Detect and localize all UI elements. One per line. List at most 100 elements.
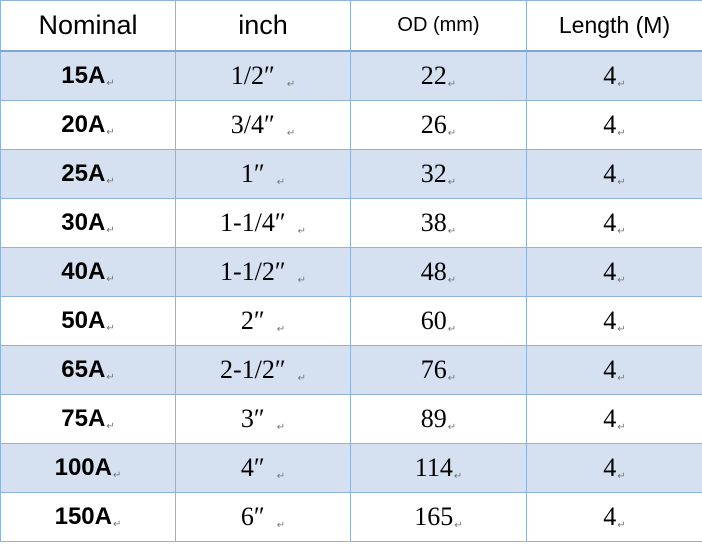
cell-od: 32↵ [350, 149, 527, 199]
cell-inch: 3″ ↵ [175, 394, 351, 444]
header-row: Nominal inch OD (mm) Length (M) [0, 0, 702, 52]
paragraph-mark-icon: ↵ [276, 324, 286, 335]
cell-od-text: 89 [420, 404, 447, 433]
cell-od-text: 165 [414, 502, 454, 531]
cell-inch-text: 6″ [240, 502, 265, 531]
paragraph-mark-icon: ↵ [276, 422, 286, 433]
paragraph-mark-icon: ↵ [453, 471, 463, 482]
header-od: OD (mm) [350, 0, 527, 52]
cell-length-text: 4 [603, 404, 617, 433]
paragraph-mark-icon: ↵ [617, 422, 626, 433]
paragraph-mark-icon: ↵ [447, 226, 457, 237]
table-row: 15A↵ 1/2″ ↵ 22↵ 4↵ [0, 50, 702, 101]
cell-od: 165↵ [350, 492, 527, 542]
cell-inch: 2″ ↵ [175, 296, 351, 346]
cell-nominal: 30A↵ [0, 198, 176, 248]
paragraph-mark-icon: ↵ [447, 79, 457, 90]
cell-nominal: 50A↵ [0, 296, 176, 346]
table-row: 150A↵ 6″ ↵ 165↵ 4↵ [0, 492, 702, 542]
table-row: 100A↵ 4″ ↵ 114↵ 4↵ [0, 443, 702, 493]
paragraph-mark-icon: ↵ [617, 79, 626, 90]
paragraph-mark-icon: ↵ [617, 520, 626, 531]
cell-od-text: 38 [420, 208, 447, 237]
cell-nominal: 20A↵ [0, 100, 176, 150]
paragraph-mark-icon: ↵ [106, 127, 115, 138]
cell-nominal-text: 75A [61, 405, 106, 432]
cell-od: 76↵ [350, 345, 527, 395]
cell-inch-text: 3″ [240, 404, 265, 433]
header-length: Length (M) [526, 0, 702, 52]
cell-od-text: 22 [420, 61, 447, 90]
cell-length: 4↵ [526, 492, 702, 542]
header-nominal: Nominal [0, 0, 176, 52]
paragraph-mark-icon: ↵ [447, 177, 457, 188]
cell-od-text: 48 [420, 257, 447, 286]
table-row: 40A↵ 1-1/2″ ↵ 48↵ 4↵ [0, 247, 702, 297]
cell-inch-text: 2″ [240, 306, 265, 335]
cell-length-text: 4 [603, 208, 617, 237]
cell-od: 26↵ [350, 100, 527, 150]
table-header: Nominal inch OD (mm) Length (M) [0, 0, 702, 52]
cell-nominal: 75A↵ [0, 394, 176, 444]
cell-length-text: 4 [603, 502, 617, 531]
cell-od: 22↵ [350, 50, 527, 101]
paragraph-mark-icon: ↵ [286, 128, 296, 139]
cell-inch: 6″ ↵ [175, 492, 351, 542]
cell-nominal: 15A↵ [0, 50, 176, 101]
cell-inch-text: 4″ [240, 453, 265, 482]
cell-inch-text: 3/4″ [230, 110, 275, 139]
cell-length-text: 4 [603, 306, 617, 335]
cell-nominal-text: 50A [61, 307, 106, 334]
cell-length: 4↵ [526, 247, 702, 297]
paragraph-mark-icon: ↵ [297, 275, 307, 286]
table-row: 75A↵ 3″ ↵ 89↵ 4↵ [0, 394, 702, 444]
paragraph-mark-icon: ↵ [617, 128, 626, 139]
cell-od: 89↵ [350, 394, 527, 444]
cell-od-text: 114 [414, 453, 453, 482]
cell-nominal-text: 100A [54, 454, 112, 481]
cell-inch: 1/2″ ↵ [175, 50, 351, 101]
cell-length: 4↵ [526, 100, 702, 150]
cell-inch: 2-1/2″ ↵ [175, 345, 351, 395]
cell-inch-text: 2-1/2″ [219, 355, 286, 384]
cell-inch: 1-1/4″ ↵ [175, 198, 351, 248]
cell-inch: 3/4″ ↵ [175, 100, 351, 150]
cell-nominal: 100A↵ [0, 443, 176, 493]
paragraph-mark-icon: ↵ [617, 275, 626, 286]
cell-od: 48↵ [350, 247, 527, 297]
paragraph-mark-icon: ↵ [297, 226, 307, 237]
paragraph-mark-icon: ↵ [617, 324, 626, 335]
cell-length-text: 4 [603, 110, 617, 139]
table-row: 25A↵ 1″ ↵ 32↵ 4↵ [0, 149, 702, 199]
cell-od: 114↵ [350, 443, 527, 493]
paragraph-mark-icon: ↵ [447, 128, 457, 139]
cell-od-text: 26 [420, 110, 447, 139]
paragraph-mark-icon: ↵ [617, 471, 626, 482]
paragraph-mark-icon: ↵ [286, 79, 296, 90]
table-row: 65A↵ 2-1/2″ ↵ 76↵ 4↵ [0, 345, 702, 395]
paragraph-mark-icon: ↵ [106, 323, 115, 334]
paragraph-mark-icon: ↵ [617, 177, 626, 188]
cell-nominal: 65A↵ [0, 345, 176, 395]
paragraph-mark-icon: ↵ [106, 225, 115, 236]
cell-od: 38↵ [350, 198, 527, 248]
cell-length: 4↵ [526, 443, 702, 493]
paragraph-mark-icon: ↵ [106, 421, 115, 432]
paragraph-mark-icon: ↵ [447, 373, 457, 384]
paragraph-mark-icon: ↵ [106, 274, 115, 285]
paragraph-mark-icon: ↵ [106, 176, 115, 187]
cell-inch: 4″ ↵ [175, 443, 351, 493]
cell-inch: 1″ ↵ [175, 149, 351, 199]
cell-length: 4↵ [526, 345, 702, 395]
cell-nominal-text: 20A [61, 111, 106, 138]
paragraph-mark-icon: ↵ [112, 470, 122, 481]
cell-inch-text: 1-1/4″ [219, 208, 286, 237]
cell-length-text: 4 [603, 61, 617, 90]
cell-nominal-text: 150A [54, 503, 112, 530]
cell-nominal: 150A↵ [0, 492, 176, 542]
cell-nominal: 25A↵ [0, 149, 176, 199]
cell-length: 4↵ [526, 149, 702, 199]
cell-length-text: 4 [603, 453, 617, 482]
cell-length-text: 4 [603, 355, 617, 384]
table-body: 15A↵ 1/2″ ↵ 22↵ 4↵ 20A↵ 3/4″ ↵ 26↵ 4↵ 25A↵ 1″ ↵ 32↵ 4↵… [0, 50, 702, 542]
